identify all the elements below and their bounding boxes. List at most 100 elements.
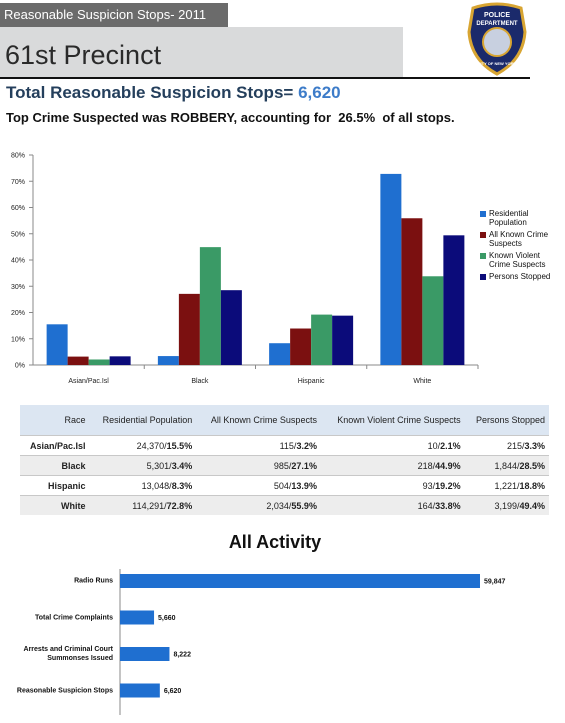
- share: 2.1%: [440, 440, 461, 451]
- y-tick-label: Total Crime Complaints: [34, 614, 113, 621]
- table-cell: 985/27.1%: [196, 455, 321, 476]
- badge-text: CITY OF NEW YORK: [478, 61, 517, 66]
- bar: [178, 293, 200, 365]
- y-tick-label: 80%: [11, 153, 25, 160]
- y-tick-label: 10%: [11, 336, 25, 343]
- share: 55.9%: [291, 500, 317, 511]
- table-cell: 3,199/49.4%: [464, 495, 549, 515]
- count: 114,291/: [132, 500, 167, 511]
- count: 24,370/: [136, 440, 167, 451]
- bar: [199, 247, 221, 365]
- share: 18.8%: [519, 480, 545, 491]
- bar: [157, 356, 179, 365]
- count: 504/: [273, 480, 292, 491]
- value-label: 59,847: [484, 579, 506, 586]
- count: 13,048/: [141, 480, 172, 491]
- count: 3,199/: [494, 500, 520, 511]
- table-cell: 93/19.2%: [320, 475, 465, 496]
- bar: [332, 315, 354, 365]
- legend-label: All Known Crime Suspects: [489, 230, 549, 248]
- column-header: Known Violent Crime Suspects: [320, 405, 465, 436]
- legend-swatch: [480, 211, 486, 217]
- bar: [220, 290, 242, 365]
- share: 33.8%: [435, 500, 461, 511]
- badge-seal: [482, 27, 512, 57]
- table-cell: 10/2.1%: [320, 435, 465, 456]
- badge: POLICE DEPARTMENT CITY OF NEW YORK: [467, 2, 527, 76]
- bar: [422, 276, 444, 365]
- x-tick-label: Hispanic: [298, 378, 325, 385]
- legend-item: Known Violent Crime Suspects: [480, 251, 562, 269]
- share: 13.9%: [291, 480, 317, 491]
- table-cell: 1,221/18.8%: [464, 475, 549, 496]
- count: 1,844/: [494, 460, 520, 471]
- table-cell: 215/3.3%: [464, 435, 549, 456]
- y-tick-label: 40%: [11, 258, 25, 265]
- count: 215/: [506, 440, 525, 451]
- table-row: White 114,291/72.8% 2,034/55.9% 164/33.8% 3,…: [20, 495, 549, 515]
- count: 1,221/: [494, 480, 520, 491]
- bar: [120, 610, 155, 625]
- x-tick-label: Asian/Pac.Isl: [68, 378, 109, 385]
- bar: [46, 324, 68, 365]
- value-label: 8,222: [173, 652, 191, 659]
- bar: [120, 683, 160, 698]
- count: 10/: [427, 440, 441, 451]
- y-tick-label: 30%: [11, 284, 25, 291]
- column-header: Residential Population: [89, 405, 197, 436]
- count: 985/: [273, 460, 292, 471]
- column-header: All Known Crime Suspects: [196, 405, 321, 436]
- race-cell: Hispanic: [20, 475, 90, 496]
- total-line: Total Reasonable Suspicion Stops= 6,620: [6, 83, 341, 103]
- count: 5,301/: [146, 460, 172, 471]
- race-cell: White: [20, 495, 90, 515]
- bar: [380, 173, 402, 365]
- share: 49.4%: [519, 500, 545, 511]
- x-tick-label: Black: [191, 378, 209, 385]
- value-label: 5,660: [158, 615, 176, 622]
- bar: [109, 356, 131, 365]
- legend-item: All Known Crime Suspects: [480, 230, 562, 248]
- share: 8.3%: [171, 480, 193, 491]
- share: 27.1%: [291, 460, 317, 471]
- table-cell: 2,034/55.9%: [196, 495, 321, 515]
- legend-label: Known Violent Crime Suspects: [489, 251, 546, 269]
- bar: [120, 647, 170, 661]
- share: 28.5%: [519, 460, 545, 471]
- table-cell: 115/3.2%: [196, 435, 321, 456]
- race-chart: 0% 10% 20% 30% 40% 50% 60% 70% 80% Asian/Pac.Isl B…: [11, 153, 479, 385]
- activity-bars: 59,847 5,660 8,222 6,620: [119, 569, 506, 715]
- legend-item: Persons Stopped: [480, 272, 562, 281]
- legend-item: Residential Population: [480, 209, 562, 227]
- legend-label: Residential Population: [489, 209, 529, 227]
- legend: Residential Population All Known Crime Su…: [480, 209, 562, 284]
- activity-chart: 59,847 5,660 8,222 6,620 Radio Runs Total Cr…: [0, 565, 565, 720]
- y-tick-label: 50%: [11, 231, 25, 238]
- table-cell: 24,370/15.5%: [89, 435, 197, 456]
- legend-swatch: [480, 274, 486, 280]
- share: 19.2%: [435, 480, 461, 491]
- y-tick-label: Radio Runs: [74, 577, 113, 585]
- table-cell: 13,048/8.3%: [89, 475, 197, 496]
- share: 3.2%: [296, 440, 317, 451]
- bar: [67, 356, 89, 365]
- table-cell: 164/33.8%: [320, 495, 465, 515]
- race-cell: Black: [20, 455, 90, 476]
- y-tick-label: 70%: [11, 179, 25, 186]
- race-cell: Asian/Pac.Isl: [20, 435, 90, 456]
- x-tick-label: White: [413, 378, 431, 385]
- count: 218/: [417, 460, 436, 471]
- activity-title: All Activity: [228, 532, 322, 552]
- legend-label: Persons Stopped: [489, 272, 551, 281]
- legend-swatch: [480, 232, 486, 238]
- race-table: Race Residential Population All Known Crim…: [20, 405, 549, 515]
- column-header: Persons Stopped: [464, 405, 549, 436]
- total-label: Total Reasonable Suspicion Stops=: [6, 83, 294, 102]
- count: 93/: [422, 480, 436, 491]
- table-cell: 114,291/72.8%: [89, 495, 197, 515]
- bar: [311, 314, 333, 365]
- total-value: 6,620: [298, 83, 341, 102]
- bar: [290, 328, 312, 365]
- share: 44.9%: [435, 460, 461, 471]
